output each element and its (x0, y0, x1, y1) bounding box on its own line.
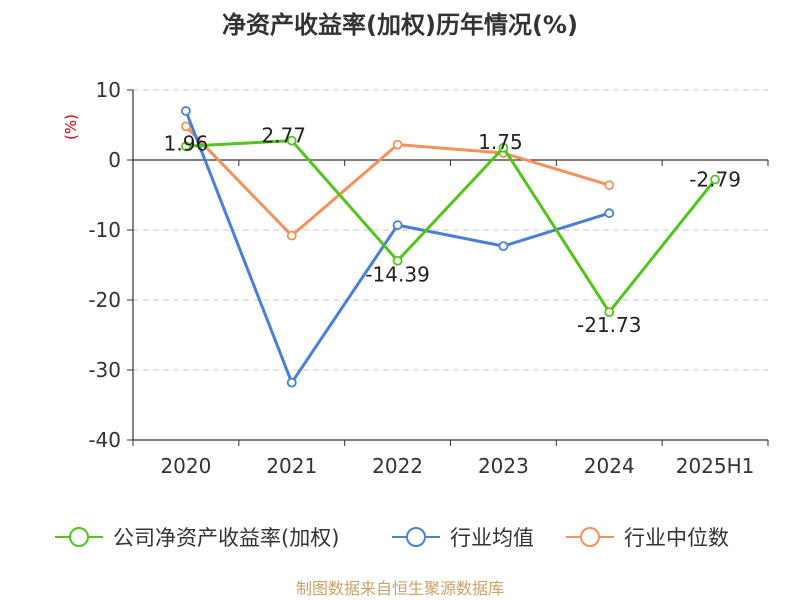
data-point-2-1 (286, 230, 297, 241)
legend-marker (580, 527, 600, 547)
y-tick-label: 0 (108, 148, 121, 172)
data-label: -21.73 (577, 313, 641, 337)
data-label: 1.75 (478, 130, 523, 154)
y-tick-label: -10 (88, 218, 121, 242)
data-point-1-1 (286, 377, 297, 388)
legend-item-1: 行业均值 (392, 526, 534, 550)
data-point-2-0 (181, 121, 191, 132)
legend-label: 公司净资产收益率(加权) (113, 526, 339, 550)
data-point-2-2 (392, 139, 403, 150)
data-point-0-0 (181, 141, 191, 152)
data-point-1-2 (392, 220, 403, 231)
x-tick-label: 2023 (478, 454, 529, 478)
grid (133, 89, 768, 441)
x-tick-label: 2024 (584, 454, 635, 478)
y-axis-unit: (%) (62, 114, 80, 140)
data-point-0-1 (286, 135, 297, 146)
x-tick-label: 2020 (160, 454, 211, 478)
data-labels: 1.96 2.77 -14.39 1.75 -21.73 -2.79 (164, 124, 741, 337)
data-label: 2.77 (261, 124, 306, 148)
data-point-0-3 (498, 142, 509, 153)
series-lines (181, 106, 720, 388)
series-line-0 (185, 139, 717, 314)
legend: 公司净资产收益率(加权) 行业均值 行业中位数 (55, 526, 729, 550)
y-tick-label: -20 (88, 288, 121, 312)
data-point-1-0 (181, 106, 191, 116)
axes: 10 0 -10 -20 -30 -40 2020 2021 2022 2023 2024 2025H… (88, 78, 769, 478)
chart-title: 净资产收益率(加权)历年情况(%) (222, 11, 578, 39)
data-point-2-4 (604, 180, 615, 191)
data-label: -2.79 (689, 168, 741, 192)
legend-item-0: 公司净资产收益率(加权) (55, 526, 339, 550)
legend-label: 行业中位数 (624, 526, 729, 550)
data-point-0-2 (392, 255, 403, 266)
data-label: -14.39 (365, 263, 429, 287)
y-tick-label: 10 (96, 78, 121, 102)
data-label: 1.96 (164, 131, 209, 155)
x-tick-label: 2022 (372, 454, 423, 478)
data-point-0-4 (604, 307, 615, 318)
data-point-1-3 (498, 241, 509, 252)
y-tick-label: -30 (88, 358, 121, 382)
data-point-0-5 (710, 174, 720, 185)
y-tick-label: -40 (88, 428, 121, 452)
x-tick-label: 2021 (266, 454, 317, 478)
source-note: 制图数据来自恒生聚源数据库 (296, 579, 504, 598)
legend-item-2: 行业中位数 (566, 526, 729, 550)
legend-label: 行业均值 (450, 526, 534, 550)
legend-marker (406, 527, 426, 547)
data-point-1-4 (604, 208, 615, 219)
x-tick-label: 2025H1 (676, 454, 755, 478)
series-line-1 (184, 110, 610, 385)
legend-marker (69, 527, 89, 547)
